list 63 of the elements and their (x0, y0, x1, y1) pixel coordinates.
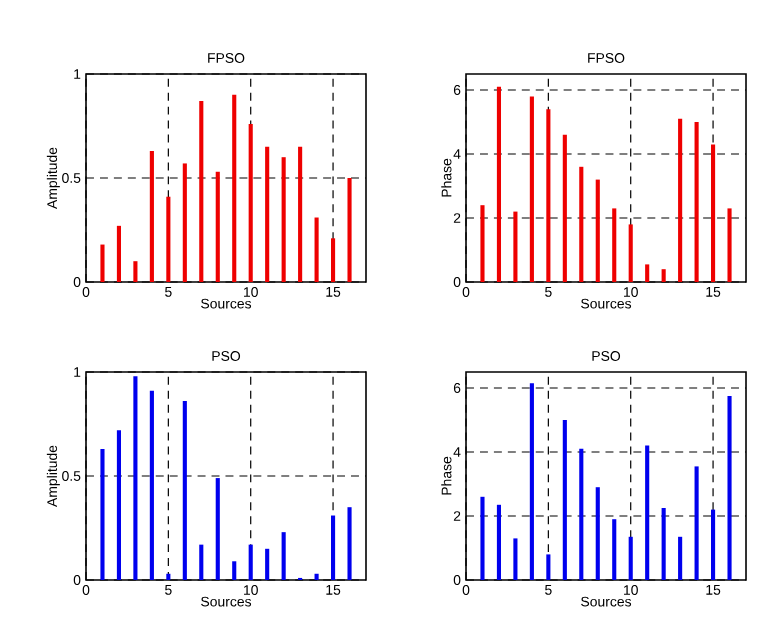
bar (281, 157, 286, 282)
bar (562, 134, 567, 282)
bar (645, 264, 650, 282)
bar (612, 519, 617, 580)
bar (199, 544, 204, 580)
bar (331, 238, 336, 282)
bar (529, 383, 534, 580)
bar (347, 177, 352, 282)
bar (182, 163, 187, 282)
bar (546, 554, 551, 580)
bar (628, 224, 633, 282)
bar (298, 146, 303, 282)
bar (100, 244, 105, 282)
bar (595, 487, 600, 580)
bar (529, 96, 534, 282)
bar (331, 515, 336, 580)
bar (182, 401, 187, 580)
bar (661, 508, 666, 580)
bar (314, 573, 319, 580)
bar (265, 548, 270, 580)
bar (727, 396, 732, 580)
bar (166, 573, 171, 580)
bar (513, 538, 518, 580)
bar (496, 504, 502, 580)
bar (711, 509, 716, 580)
bar (562, 420, 567, 580)
bar (513, 211, 518, 282)
bar (100, 448, 105, 580)
bar (116, 430, 121, 580)
bar (199, 101, 204, 282)
bar (133, 376, 138, 580)
bar (215, 171, 220, 282)
bar (248, 123, 253, 282)
bar (694, 466, 699, 580)
bar (265, 146, 270, 282)
bar (612, 208, 617, 282)
bar (232, 94, 237, 282)
bar (149, 390, 154, 580)
bar (694, 121, 699, 282)
bar (215, 478, 220, 580)
bar (480, 496, 485, 580)
bar (166, 196, 171, 282)
bar (579, 166, 584, 282)
bar (281, 532, 286, 580)
bar (116, 225, 121, 282)
bar (678, 118, 683, 282)
bar (678, 536, 683, 580)
bar (149, 150, 154, 282)
bar (711, 144, 716, 282)
bar (595, 179, 600, 282)
bar (232, 561, 237, 580)
bar (727, 208, 732, 282)
bar (546, 109, 551, 282)
bar (347, 507, 352, 580)
bar (480, 205, 485, 282)
bar (248, 544, 253, 580)
bar (133, 261, 138, 282)
bar (645, 445, 650, 580)
bar (579, 448, 584, 580)
bar (496, 86, 502, 282)
bar (628, 536, 633, 580)
bar (661, 269, 666, 282)
bar (314, 217, 319, 282)
